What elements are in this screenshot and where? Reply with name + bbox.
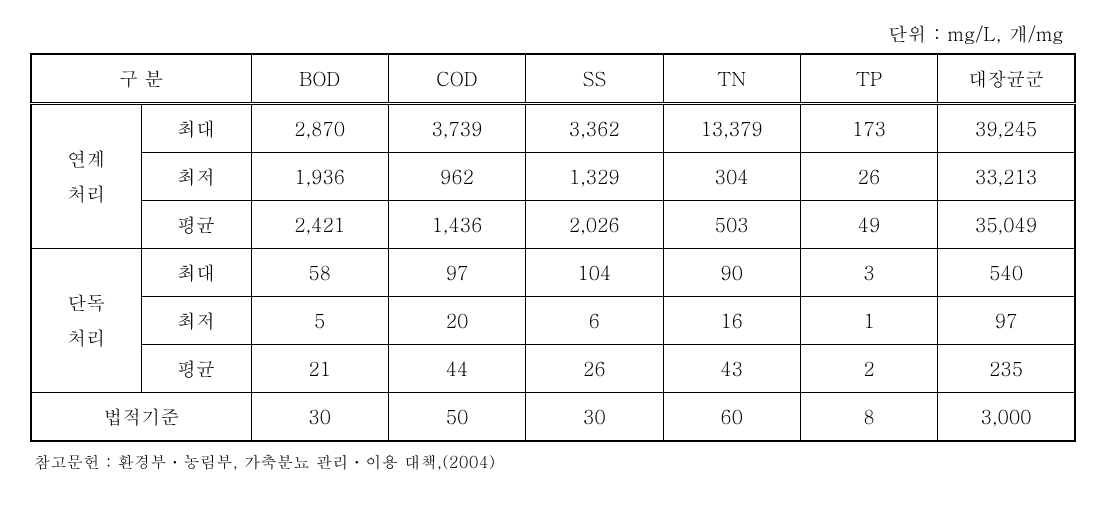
cell: 13,379: [663, 104, 800, 153]
unit-label: 단위 : mg/L, 개/mg: [30, 20, 1076, 47]
cell: 60: [663, 393, 800, 442]
cell: 5: [251, 297, 388, 345]
cell: 44: [388, 345, 525, 393]
cell: 3,362: [526, 104, 663, 153]
cell: 26: [800, 153, 937, 201]
cell: 1,936: [251, 153, 388, 201]
legal-label: 법적기준: [31, 393, 251, 442]
cell: 962: [388, 153, 525, 201]
row-label: 평균: [141, 201, 251, 249]
row-label: 최저: [141, 153, 251, 201]
table-row: 연계 처리 최대 2,870 3,739 3,362 13,379 173 39…: [31, 104, 1075, 153]
cell: 3,739: [388, 104, 525, 153]
cell: 58: [251, 249, 388, 297]
cell: 1,436: [388, 201, 525, 249]
cell: 39,245: [938, 104, 1075, 153]
row-label: 평균: [141, 345, 251, 393]
cell: 97: [938, 297, 1075, 345]
cell: 21: [251, 345, 388, 393]
cell: 43: [663, 345, 800, 393]
cell: 20: [388, 297, 525, 345]
cell: 3: [800, 249, 937, 297]
header-col-2: SS: [526, 54, 663, 104]
cell: 26: [526, 345, 663, 393]
cell: 1: [800, 297, 937, 345]
cell: 104: [526, 249, 663, 297]
cell: 8: [800, 393, 937, 442]
cell: 503: [663, 201, 800, 249]
table-row: 단독 처리 최대 58 97 104 90 3 540: [31, 249, 1075, 297]
row-label: 최대: [141, 104, 251, 153]
cell: 2,421: [251, 201, 388, 249]
legal-row: 법적기준 30 50 30 60 8 3,000: [31, 393, 1075, 442]
cell: 16: [663, 297, 800, 345]
cell: 50: [388, 393, 525, 442]
group-name-0: 연계 처리: [31, 104, 141, 249]
cell: 2,026: [526, 201, 663, 249]
cell: 173: [800, 104, 937, 153]
footnote: 참고문헌 : 환경부ㆍ농림부, 가축분뇨 관리ㆍ이용 대책,(2004): [30, 450, 1076, 473]
cell: 49: [800, 201, 937, 249]
header-col-1: COD: [388, 54, 525, 104]
row-label: 최저: [141, 297, 251, 345]
cell: 3,000: [938, 393, 1075, 442]
table-row: 평균 21 44 26 43 2 235: [31, 345, 1075, 393]
cell: 304: [663, 153, 800, 201]
cell: 30: [251, 393, 388, 442]
header-col-4: TP: [800, 54, 937, 104]
header-col-0: BOD: [251, 54, 388, 104]
cell: 235: [938, 345, 1075, 393]
cell: 2,870: [251, 104, 388, 153]
cell: 97: [388, 249, 525, 297]
header-col-3: TN: [663, 54, 800, 104]
table-row: 최저 1,936 962 1,329 304 26 33,213: [31, 153, 1075, 201]
cell: 540: [938, 249, 1075, 297]
cell: 6: [526, 297, 663, 345]
table-row: 평균 2,421 1,436 2,026 503 49 35,049: [31, 201, 1075, 249]
header-category: 구 분: [31, 54, 251, 104]
header-row: 구 분 BOD COD SS TN TP 대장균군: [31, 54, 1075, 104]
cell: 33,213: [938, 153, 1075, 201]
cell: 35,049: [938, 201, 1075, 249]
group-name-1: 단독 처리: [31, 249, 141, 393]
cell: 30: [526, 393, 663, 442]
header-col-5: 대장균군: [938, 54, 1075, 104]
cell: 1,329: [526, 153, 663, 201]
cell: 2: [800, 345, 937, 393]
cell: 90: [663, 249, 800, 297]
data-table: 구 분 BOD COD SS TN TP 대장균군 연계 처리 최대 2,870…: [30, 53, 1076, 442]
row-label: 최대: [141, 249, 251, 297]
table-row: 최저 5 20 6 16 1 97: [31, 297, 1075, 345]
